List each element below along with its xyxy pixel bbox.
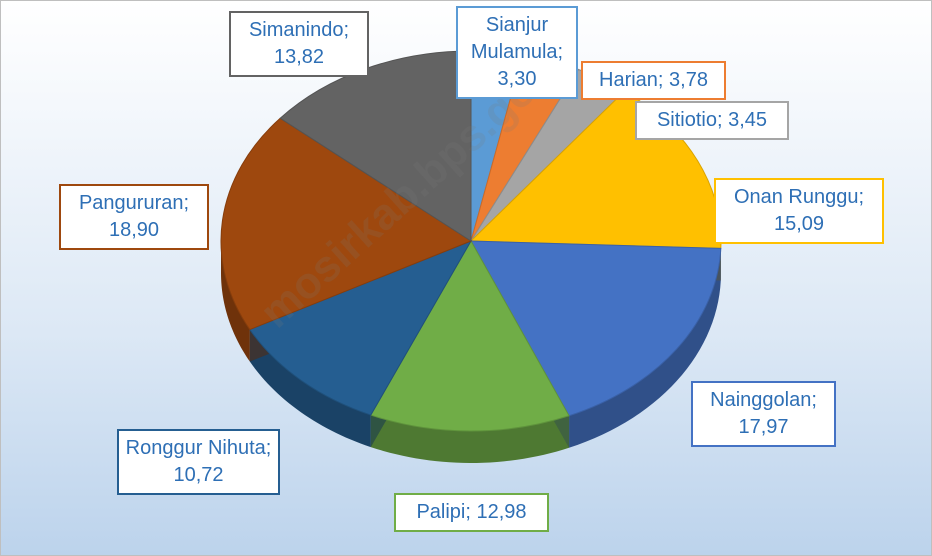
data-label: Sitiotio; 3,45 (635, 101, 789, 140)
data-label: Nainggolan; 17,97 (691, 381, 836, 447)
data-label: Pangururan; 18,90 (59, 184, 209, 250)
slice (249, 239, 473, 416)
slice (370, 239, 570, 432)
slice-side (221, 241, 250, 362)
data-label: Simanindo; 13,82 (229, 11, 369, 77)
data-label: Harian; 3,78 (581, 61, 726, 100)
data-label: Sianjur Mulamula; 3,30 (456, 6, 578, 99)
data-label: Ronggur Nihuta; 10,72 (117, 429, 280, 495)
slice-side (249, 329, 371, 448)
slice (220, 117, 473, 331)
slice (470, 240, 722, 417)
data-label: Palipi; 12,98 (394, 493, 549, 532)
slice-side (569, 248, 721, 448)
data-label: Onan Runggu; 15,09 (714, 178, 884, 244)
